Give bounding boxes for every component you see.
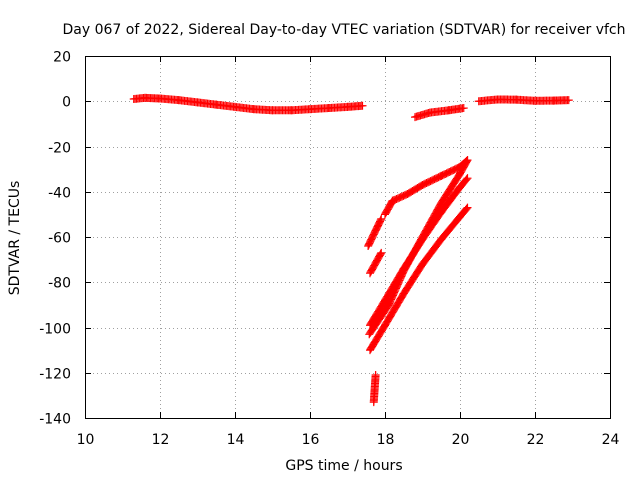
x-tick-label: 18 <box>377 432 395 448</box>
data-point <box>376 216 385 225</box>
x-tick-label: 24 <box>602 432 620 448</box>
data-points <box>129 93 573 407</box>
y-tick-label: -40 <box>48 186 71 202</box>
y-tick-label: -120 <box>39 367 71 383</box>
y-tick-label: -20 <box>48 141 71 157</box>
data-point <box>463 174 472 183</box>
data-point <box>462 157 471 166</box>
y-tick-label: 0 <box>62 95 71 111</box>
x-tick-label: 20 <box>452 432 470 448</box>
data-point <box>462 204 471 213</box>
x-tick-label: 10 <box>77 432 95 448</box>
x-tick-label: 14 <box>227 432 245 448</box>
y-tick-label: -100 <box>39 322 71 338</box>
data-point <box>564 96 573 105</box>
data-point <box>462 175 471 184</box>
x-tick-label: 16 <box>302 432 320 448</box>
axis-ticks: 10 12 14 16 18 20 22 24 20 0 -20 -40 -60 -80 -100 -120 -… <box>39 50 619 449</box>
data-point <box>376 250 385 259</box>
data-point <box>371 371 380 380</box>
data-point <box>358 101 367 110</box>
y-tick-label: 20 <box>53 50 71 66</box>
grid <box>85 56 610 418</box>
y-tick-label: -60 <box>48 231 71 247</box>
data-point <box>463 203 472 212</box>
x-axis-label: GPS time / hours <box>285 458 402 474</box>
data-point <box>459 104 468 113</box>
x-tick-label: 22 <box>527 432 545 448</box>
data-point <box>377 248 386 257</box>
y-tick-label: -80 <box>48 276 71 292</box>
y-axis-label: SDTVAR / TECUs <box>7 181 23 296</box>
data-point <box>377 214 386 223</box>
data-point <box>463 156 472 165</box>
x-tick-label: 12 <box>152 432 170 448</box>
chart-title: Day 067 of 2022, Sidereal Day-to-day VTE… <box>62 22 625 38</box>
y-tick-label: -140 <box>39 412 71 428</box>
